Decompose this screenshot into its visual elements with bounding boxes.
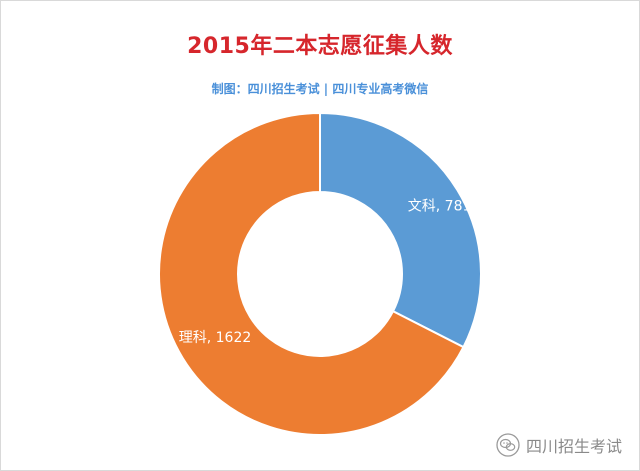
watermark-text: 四川招生考试	[525, 437, 622, 456]
slice-wenke	[319, 111, 482, 349]
wechat-icon	[496, 433, 520, 457]
donut-slices	[158, 111, 482, 436]
chart-subtitle: 制图：四川招生考试 | 四川专业高考微信	[211, 82, 429, 96]
donut-labels: 文科, 781 理科, 1622	[179, 199, 472, 346]
slice-like	[158, 111, 465, 436]
watermark: 四川招生考试	[496, 433, 622, 457]
data-label-like: 理科, 1622	[179, 330, 252, 346]
chart-title: 2015年二本志愿征集人数	[187, 34, 453, 59]
data-label-wenke: 文科, 781	[408, 199, 472, 215]
